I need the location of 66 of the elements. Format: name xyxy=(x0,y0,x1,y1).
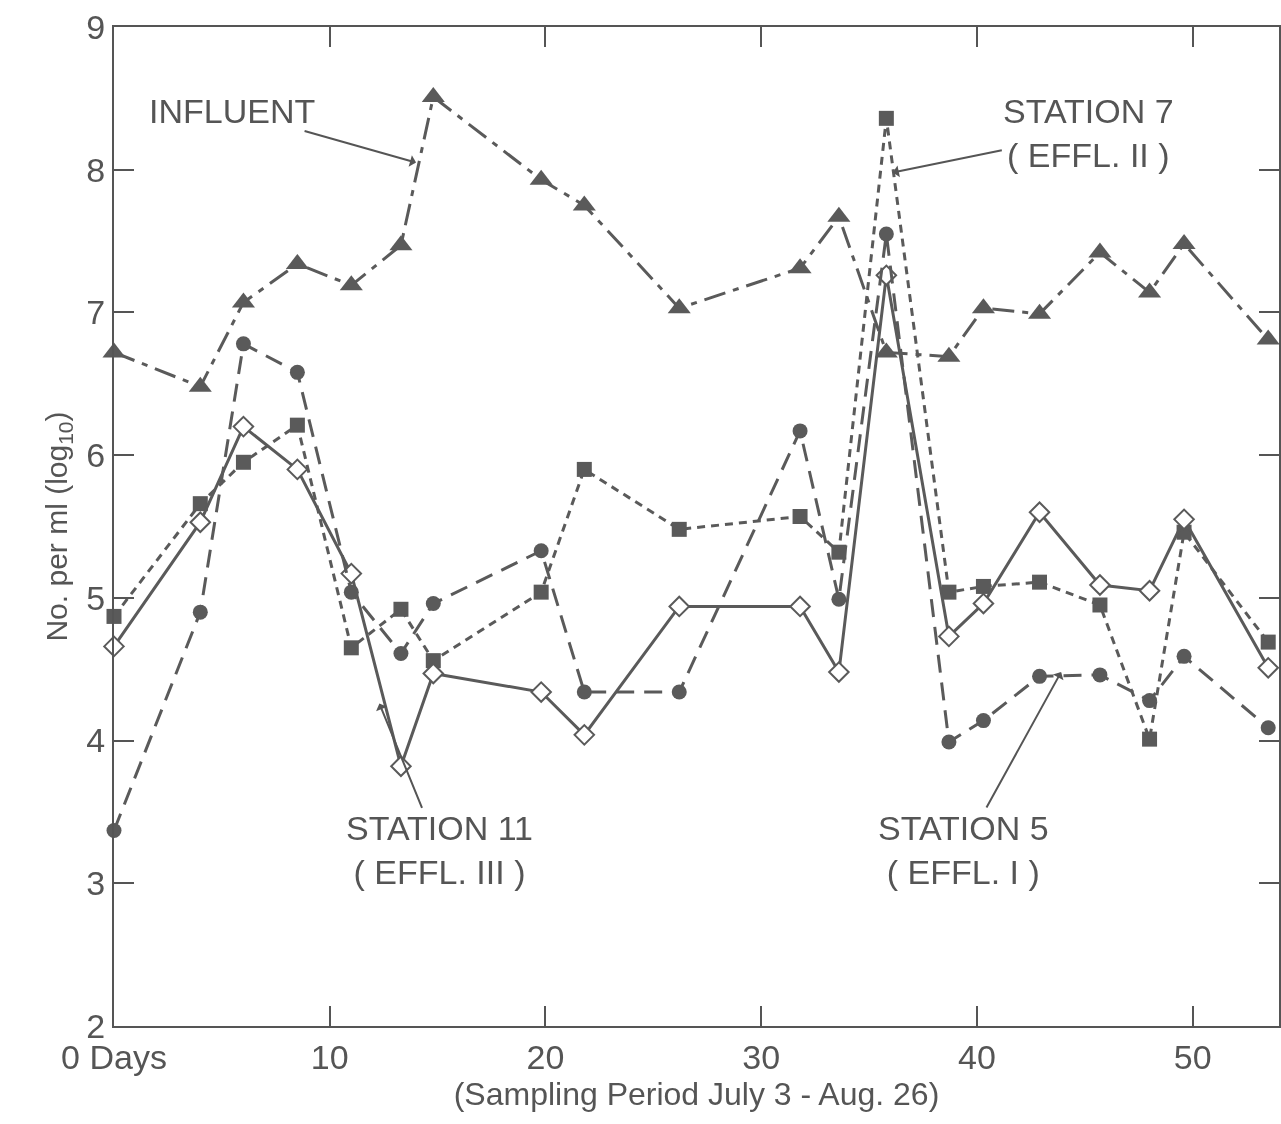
point xyxy=(340,562,363,585)
x-tick-label: 20 xyxy=(526,1037,565,1076)
point xyxy=(1092,667,1108,683)
x-tick-label: 50 xyxy=(1173,1037,1212,1076)
point xyxy=(232,415,255,438)
point xyxy=(975,713,991,729)
x-axis-title: (Sampling Period July 3 - Aug. 26) xyxy=(453,1075,940,1112)
point xyxy=(189,511,212,533)
point xyxy=(192,604,208,620)
point xyxy=(1089,574,1111,596)
point xyxy=(286,458,309,481)
point xyxy=(192,496,208,512)
point xyxy=(1142,731,1158,747)
point xyxy=(425,596,441,612)
point xyxy=(289,417,305,433)
point xyxy=(1142,693,1158,709)
point xyxy=(576,684,592,700)
point xyxy=(1257,657,1279,679)
x-tick-label: 10 xyxy=(310,1037,349,1076)
point xyxy=(289,364,305,380)
point xyxy=(1173,508,1195,531)
point xyxy=(1138,579,1161,602)
annotation: STATION 7 ( EFFL. II ) xyxy=(1003,92,1174,175)
point xyxy=(792,509,808,525)
point xyxy=(235,336,251,352)
point xyxy=(576,461,592,477)
y-tick-label: 8 xyxy=(86,150,106,189)
point xyxy=(1032,574,1048,590)
point xyxy=(938,625,960,648)
point xyxy=(343,584,359,600)
point xyxy=(975,578,991,594)
point xyxy=(789,595,811,618)
point xyxy=(530,681,552,703)
annotation: STATION 11 ( EFFL. III ) xyxy=(346,809,534,892)
point xyxy=(828,661,850,683)
point xyxy=(972,592,995,615)
point xyxy=(1260,720,1276,736)
point xyxy=(533,584,549,600)
annotation: INFLUENT xyxy=(149,92,316,130)
y-tick-label: 5 xyxy=(86,578,106,617)
y-tick-label: 7 xyxy=(86,293,106,332)
x-tick-label: 30 xyxy=(742,1037,781,1076)
y-tick-label: 9 xyxy=(86,7,106,46)
point xyxy=(1028,501,1051,523)
point xyxy=(1260,634,1276,650)
point xyxy=(573,724,596,746)
point xyxy=(671,521,687,537)
point xyxy=(941,734,957,750)
point xyxy=(393,601,409,617)
point xyxy=(393,646,409,662)
point xyxy=(1176,648,1192,664)
point xyxy=(533,543,549,559)
point xyxy=(1032,668,1048,684)
point xyxy=(422,662,445,685)
point xyxy=(343,640,359,656)
y-tick-label: 3 xyxy=(86,864,106,903)
point xyxy=(671,684,687,700)
x-tick-label: 40 xyxy=(958,1037,996,1076)
annotation: STATION 5 ( EFFL. I ) xyxy=(878,809,1049,892)
point xyxy=(1092,597,1108,613)
y-tick-label: 4 xyxy=(86,721,106,760)
point xyxy=(792,423,808,439)
point xyxy=(668,595,690,618)
point xyxy=(831,591,847,607)
point xyxy=(235,454,251,470)
y-tick-label: 6 xyxy=(86,436,106,475)
